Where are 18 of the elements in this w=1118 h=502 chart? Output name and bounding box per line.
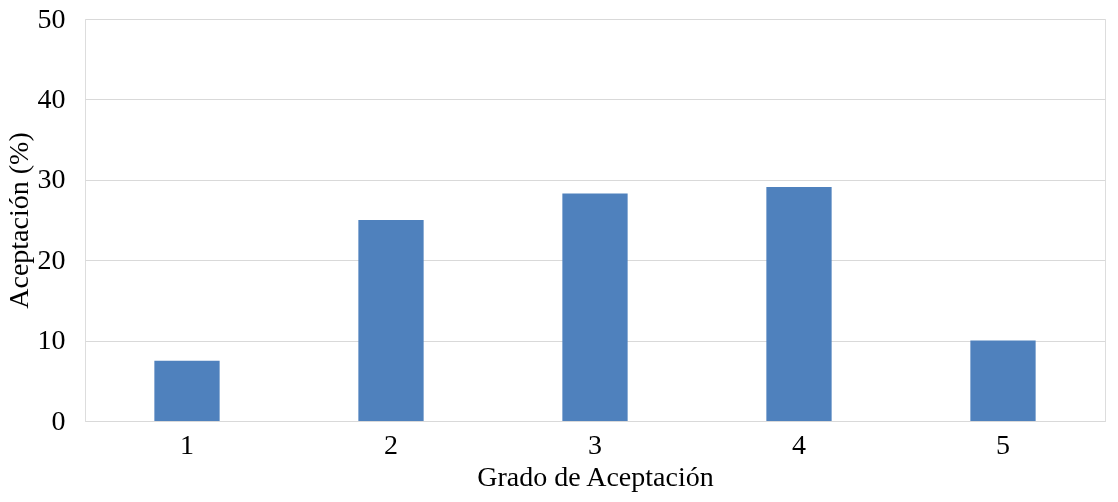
y-tick-label: 0	[51, 404, 66, 436]
x-tick-label: 1	[180, 428, 194, 460]
bar	[358, 220, 424, 421]
y-tick-label: 30	[37, 163, 66, 195]
bar	[970, 340, 1036, 421]
y-tick-label: 40	[37, 82, 66, 114]
bar	[562, 193, 628, 421]
bar	[766, 187, 832, 421]
x-tick-label: 5	[996, 428, 1010, 460]
x-axis-title: Grado de Aceptación	[477, 460, 714, 492]
y-tick-label: 50	[37, 2, 66, 34]
y-tick-label: 10	[37, 324, 66, 356]
y-axis-title: Aceptación (%)	[2, 132, 34, 309]
x-tick-label: 3	[588, 428, 602, 460]
y-tick-label: 20	[37, 243, 66, 275]
x-tick-label: 2	[384, 428, 398, 460]
bar	[154, 360, 220, 421]
x-tick-label: 4	[792, 428, 806, 460]
